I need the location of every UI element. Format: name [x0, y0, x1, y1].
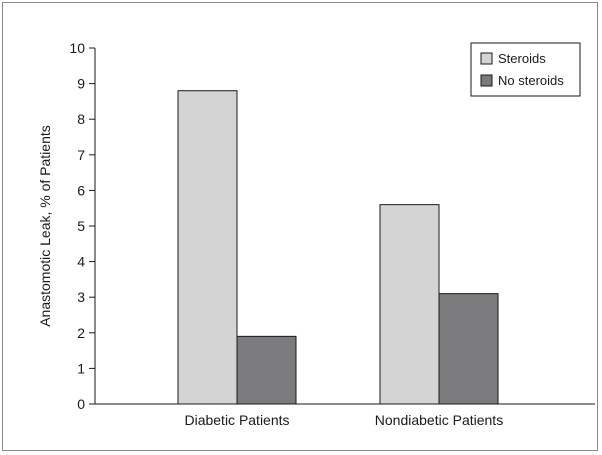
legend-swatch-no-steroids	[480, 74, 493, 87]
y-tick-label: 7	[77, 147, 85, 163]
y-tick-label: 0	[77, 396, 85, 412]
y-tick-label: 1	[77, 360, 85, 376]
bar-no-steroids-nondiabetic	[438, 293, 499, 405]
x-tick-label: Nondiabetic Patients	[375, 412, 503, 428]
legend-swatch-steroids	[480, 52, 493, 65]
bar-steroids-nondiabetic	[379, 204, 440, 405]
y-tick-label: 4	[77, 254, 85, 270]
y-tick-label: 10	[69, 40, 85, 56]
y-tick-label: 6	[77, 182, 85, 198]
legend-box	[470, 42, 581, 97]
y-axis-label: Anastomotic Leak, % of Patients	[37, 125, 53, 327]
y-tick-label: 3	[77, 289, 85, 305]
x-axis-ticks: Diabetic Patients Nondiabetic Patients	[184, 412, 503, 428]
legend-label-no-steroids: No steroids	[498, 73, 564, 88]
y-tick-label: 9	[77, 76, 85, 92]
x-tick-label: Diabetic Patients	[184, 412, 289, 428]
y-tick-label: 5	[77, 218, 85, 234]
legend: Steroids No steroids	[470, 42, 581, 97]
bar-no-steroids-diabetic	[236, 335, 297, 405]
bars	[177, 90, 499, 405]
y-tick-label: 8	[77, 111, 85, 127]
bar-steroids-diabetic	[177, 90, 238, 405]
legend-label-steroids: Steroids	[498, 51, 546, 66]
y-axis-ticks: 0 1 2 3 4 5 6 7 8 9 10	[69, 40, 95, 412]
y-tick-label: 2	[77, 325, 85, 341]
